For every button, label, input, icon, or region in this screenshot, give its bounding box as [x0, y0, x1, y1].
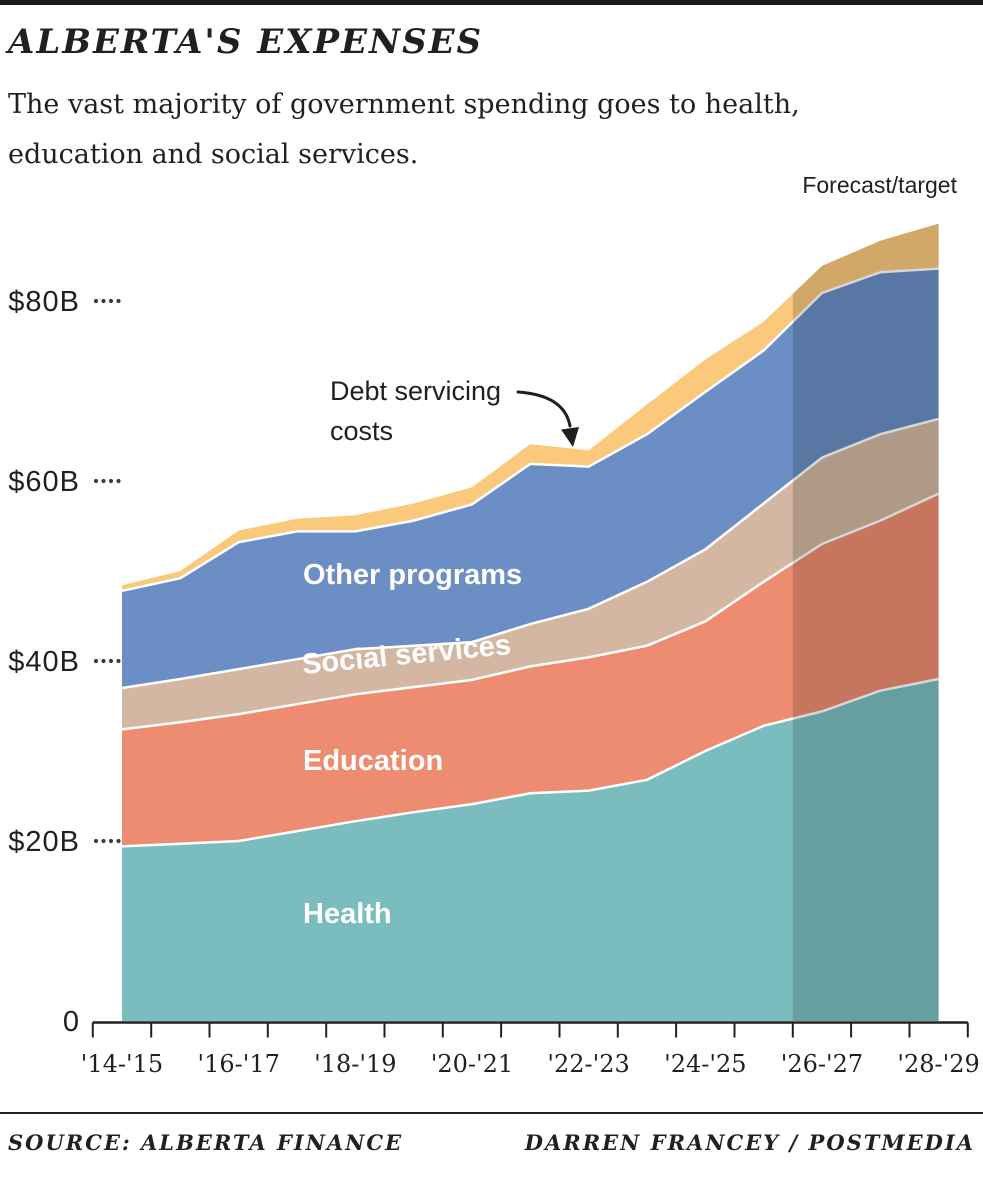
- top-rule: [0, 0, 983, 5]
- band-separator: [121, 417, 939, 690]
- y-tick-dot: [93, 478, 99, 484]
- area-other-programs: [122, 268, 939, 688]
- y-axis-label: $60B: [8, 466, 80, 498]
- y-axis-label: $40B: [8, 646, 80, 678]
- y-tick-dot: [108, 838, 114, 844]
- y-axis-label: $20B: [8, 826, 80, 858]
- annotation-arrow: [516, 390, 572, 428]
- annotation-debt-line1: Debt servicing: [330, 376, 501, 406]
- annotation-arrowhead: [561, 427, 579, 447]
- source-credit: SOURCE: ALBERTA FINANCE: [8, 1130, 404, 1155]
- y-tick-dot: [108, 478, 114, 484]
- y-axis-label: 0: [63, 1006, 80, 1038]
- x-axis-label: '28-'29: [897, 1050, 979, 1078]
- y-tick-dot: [101, 298, 106, 304]
- author-credit: DARREN FRANCEY / POSTMEDIA: [524, 1130, 975, 1155]
- band-separator: [121, 267, 939, 593]
- band-separator: [121, 492, 940, 731]
- x-axis-label: '24-'25: [664, 1050, 746, 1078]
- y-tick-dot: [116, 658, 121, 664]
- footer-rule: [0, 1112, 983, 1114]
- band-separator: [121, 677, 939, 848]
- x-axis-label: '22-'23: [547, 1050, 629, 1078]
- x-axis-label: '18-'19: [314, 1050, 396, 1078]
- y-tick-dot: [101, 478, 106, 484]
- area-debt-servicing-costs: [122, 223, 939, 591]
- y-tick-dot: [116, 838, 121, 844]
- y-tick-dot: [101, 838, 106, 844]
- x-axis-label: '16-'17: [198, 1050, 280, 1078]
- chart-title: ALBERTA'S EXPENSES: [8, 22, 484, 62]
- x-axis-label: '14-'15: [81, 1050, 163, 1078]
- y-axis-label: $80B: [8, 286, 80, 318]
- y-tick-dot: [101, 658, 106, 664]
- y-tick-dot: [108, 298, 114, 304]
- x-axis-label: '26-'27: [781, 1050, 863, 1078]
- band-label-health: Health: [303, 898, 392, 930]
- x-axis-label: '20-'21: [431, 1050, 513, 1078]
- area-health: [122, 679, 939, 1021]
- y-tick-dot: [93, 298, 99, 304]
- area-education: [122, 493, 939, 847]
- y-tick-dot: [116, 298, 121, 304]
- y-tick-dot: [93, 658, 99, 664]
- band-label-other-programs: Other programs: [303, 559, 522, 591]
- forecast-target-label: Forecast/target: [802, 172, 957, 198]
- band-label-education: Education: [303, 745, 443, 777]
- forecast-overlay: [792, 223, 939, 1022]
- y-tick-dot: [108, 658, 114, 664]
- y-tick-dot: [116, 478, 121, 484]
- chart-subtitle: The vast majority of government spending…: [8, 89, 800, 170]
- y-tick-dot: [93, 838, 99, 844]
- annotation-debt-line2: costs: [330, 416, 393, 446]
